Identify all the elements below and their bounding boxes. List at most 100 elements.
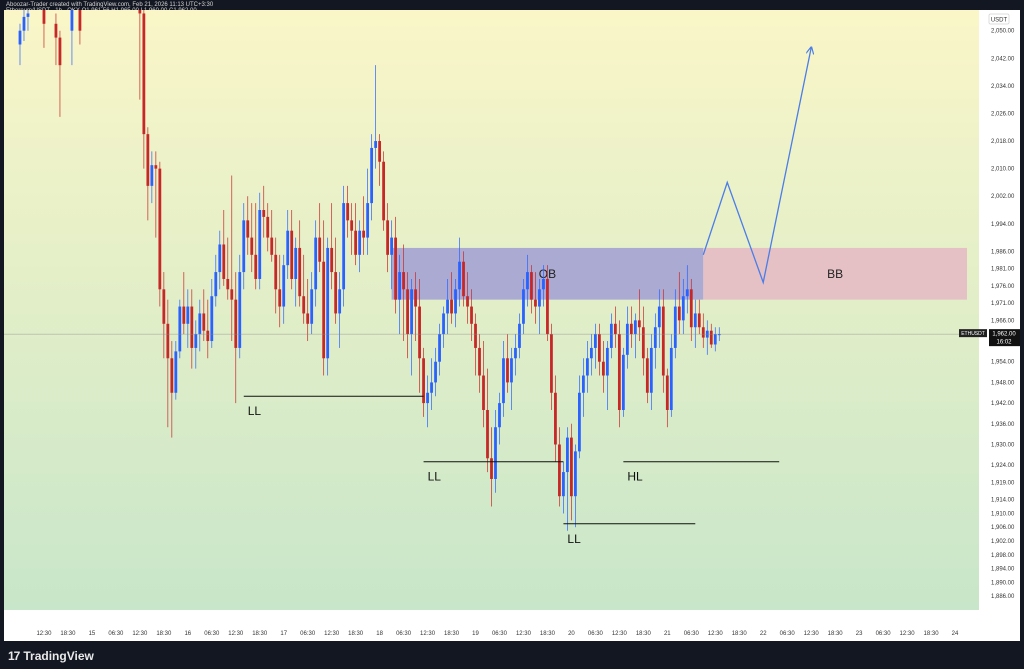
candle-body [162, 289, 166, 324]
candle-body [406, 289, 409, 335]
candle [258, 192, 262, 290]
candle-body [398, 272, 401, 300]
candle [190, 289, 194, 369]
time-axis-panel [4, 610, 979, 641]
candle [242, 203, 246, 290]
time-tick-label: 16 [184, 631, 191, 637]
candle [226, 237, 230, 300]
candle [186, 289, 190, 348]
candle [362, 196, 366, 255]
candle [442, 306, 445, 348]
candle [398, 254, 401, 335]
current-price-badge [989, 329, 1020, 347]
time-tick-label: 12:30 [804, 631, 820, 637]
candle [454, 278, 457, 328]
candle [502, 341, 505, 417]
candle [697, 299, 701, 335]
candle [558, 427, 561, 507]
candle-body [230, 289, 234, 300]
time-tick-label: 17 [280, 631, 287, 637]
candle [146, 127, 150, 221]
candle-body [542, 278, 545, 290]
time-tick-label: 12:30 [900, 631, 916, 637]
candle-body [150, 165, 154, 186]
candle [586, 341, 589, 393]
candle [625, 306, 629, 369]
candle [597, 323, 601, 376]
candle-body [681, 296, 685, 321]
candle-body [558, 444, 561, 497]
candle [286, 210, 290, 279]
price-tick-label: 1,910.00 [991, 511, 1015, 517]
tradingview-logo[interactable]: 17 TradingView [8, 649, 94, 663]
candle [605, 341, 609, 410]
price-tick-label: 1,894.00 [991, 567, 1015, 573]
candle-body [486, 410, 489, 459]
candle-body [58, 37, 62, 66]
candle-body [394, 237, 397, 300]
candle-body [426, 392, 429, 404]
symbol-tag-text: ETHUSDT [961, 331, 985, 337]
candle-body [358, 230, 362, 255]
candle-body [637, 320, 641, 328]
candle [282, 254, 286, 324]
candle [677, 272, 681, 335]
time-tick-label: 18:30 [732, 631, 748, 637]
projection-path [702, 48, 811, 285]
candle [354, 203, 358, 266]
chart-area[interactable]: OB BB LL LL LL HL 2,050.00 2,042.00 2,034.00 2,… [4, 0, 1020, 641]
price-axis[interactable]: 2,050.00 2,042.00 2,034.00 2,026.00 2,018.00… [988, 13, 1015, 600]
candle-body [382, 161, 386, 221]
candle-body [534, 299, 537, 307]
candle-body [218, 244, 222, 273]
candle-body [554, 392, 557, 445]
candle-body [494, 427, 497, 479]
candle-body [689, 289, 693, 328]
price-tick-label: 2,042.00 [991, 56, 1015, 62]
candle [458, 237, 461, 307]
candle-body [238, 272, 242, 348]
time-tick-label: 06:30 [588, 631, 604, 637]
plot-background [4, 10, 979, 610]
candle [522, 278, 525, 335]
candle [294, 237, 298, 307]
time-tick-label: 12:30 [516, 631, 532, 637]
candle-body [653, 327, 657, 348]
candle [613, 306, 617, 348]
candle [230, 175, 234, 342]
candle-body [462, 261, 465, 297]
candle [498, 392, 501, 445]
candle [542, 265, 545, 307]
candle-body [402, 272, 405, 290]
candle [334, 237, 338, 324]
candle [166, 299, 170, 428]
candle-body [450, 299, 453, 314]
time-tick-label: 22 [760, 631, 767, 637]
candle-body [194, 334, 198, 348]
candle [430, 358, 433, 410]
candle-body [146, 134, 150, 186]
candle-body [378, 141, 382, 162]
candle-body [222, 244, 226, 279]
candle-body [178, 306, 182, 352]
candle-body [490, 458, 493, 479]
price-axis-panel [979, 10, 1020, 641]
candle-body [502, 358, 505, 404]
price-tick-label: 1,942.00 [991, 401, 1015, 407]
candle-body [625, 323, 629, 355]
candle-body [246, 220, 250, 238]
candle-body [154, 165, 158, 169]
time-tick-label: 06:30 [300, 631, 316, 637]
candle [466, 272, 469, 324]
time-tick-label: 06:30 [204, 631, 220, 637]
candle [490, 427, 493, 507]
candle [162, 272, 166, 359]
currency-badge [988, 13, 1010, 25]
candle-body [278, 289, 282, 307]
candle [550, 323, 553, 410]
candle [218, 230, 222, 290]
time-axis[interactable]: 12:30 18:30 15 06:30 12:30 18:30 16 06:30 12:30 1… [36, 631, 959, 637]
price-tick-label: 1,976.00 [991, 284, 1015, 290]
time-tick-label: 18:30 [924, 631, 940, 637]
